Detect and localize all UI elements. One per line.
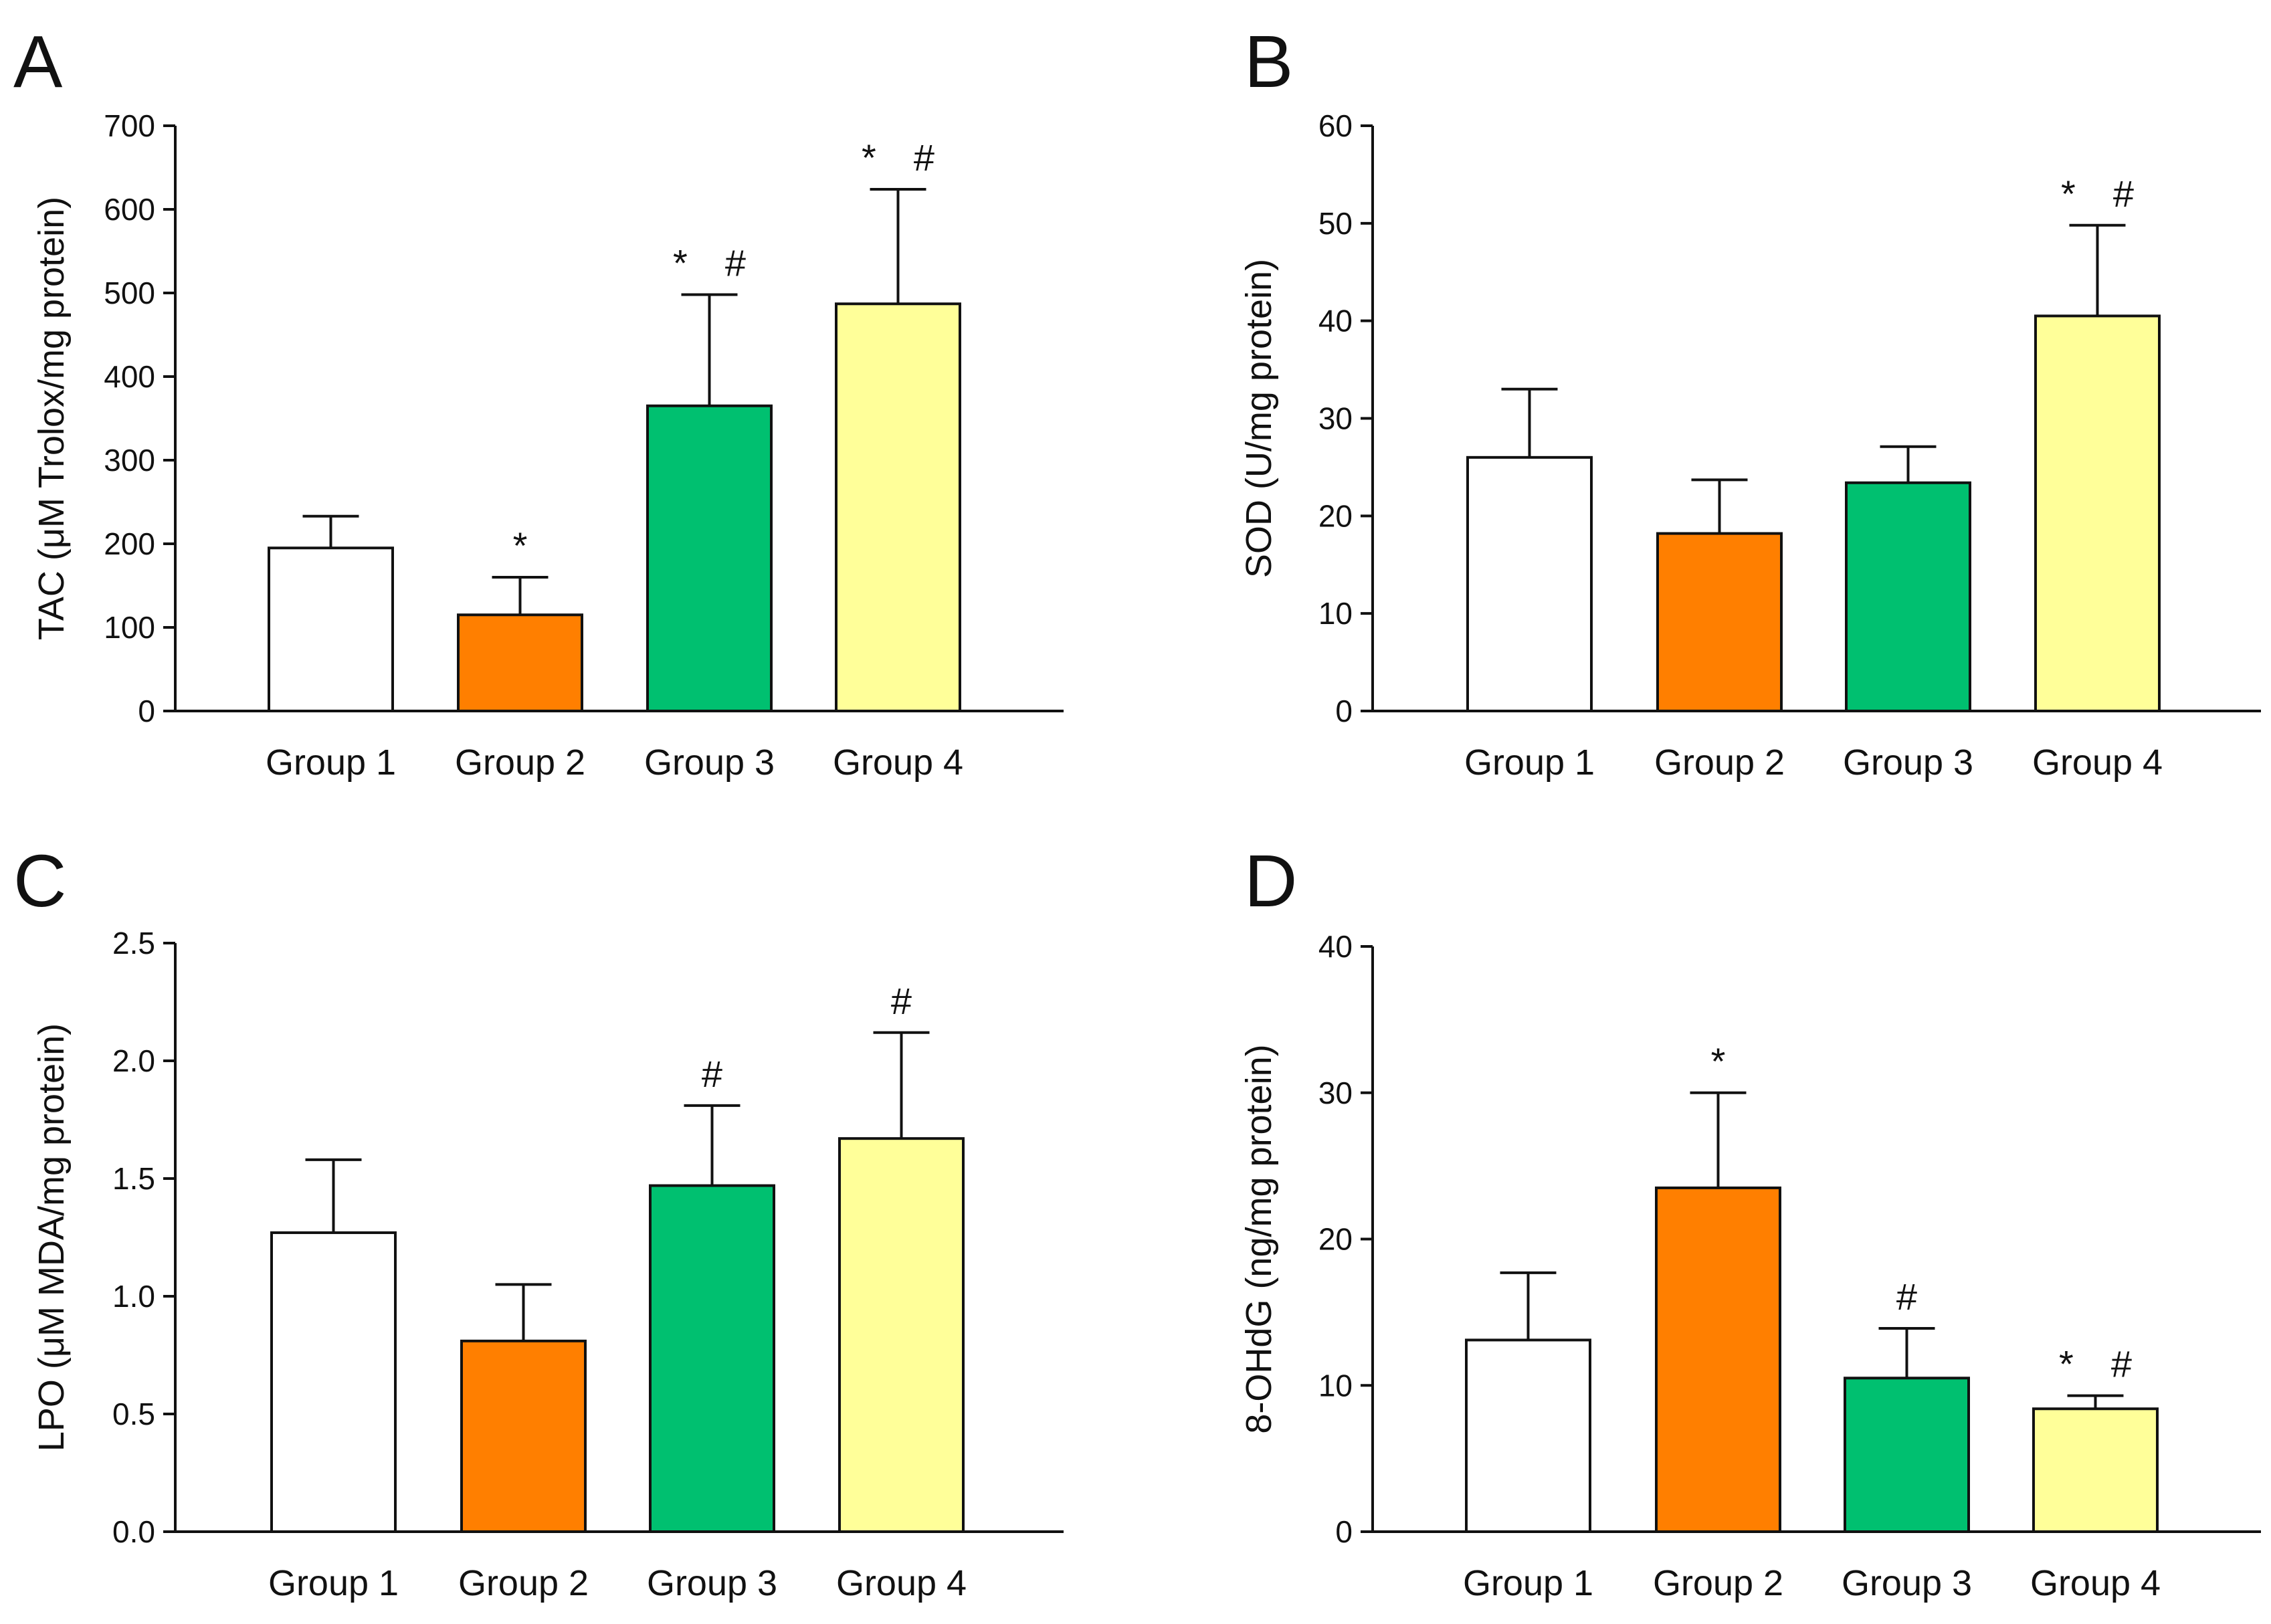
significance-marker: * #	[673, 242, 746, 284]
y-axis-title: TAC (μM Trolox/mg protein)	[31, 197, 72, 640]
y-tick-label: 50	[1318, 206, 1353, 241]
bar-group-1	[1465, 1338, 1591, 1533]
y-tick-label: 20	[1318, 1222, 1353, 1257]
y-tick-label: 100	[104, 610, 155, 645]
y-tick-label: 0.5	[112, 1397, 155, 1431]
panel-letter: D	[1244, 840, 1297, 922]
bar-group-1	[268, 546, 394, 712]
x-tick-label: Group 2	[1653, 1563, 1783, 1603]
significance-marker: * #	[2059, 1343, 2132, 1385]
bar-group-2	[1656, 532, 1783, 712]
bar-group-2	[1655, 1186, 1781, 1533]
x-tick-label: Group 3	[1843, 742, 1973, 783]
significance-marker: *	[513, 524, 528, 567]
y-tick-label: 300	[104, 443, 155, 478]
x-tick-label: Group 1	[1464, 742, 1595, 783]
y-axis-title: 8-OHdG (ng/mg protein)	[1239, 1044, 1279, 1433]
y-tick-label: 2.5	[112, 926, 155, 960]
bar-group-3	[1845, 481, 1971, 712]
bar-group-2	[460, 1339, 587, 1533]
bar-group-4	[835, 302, 961, 712]
bar-group-3	[649, 1184, 775, 1534]
bar-group-1	[270, 1231, 397, 1533]
x-tick-label: Group 2	[1654, 742, 1785, 783]
y-tick-label: 0	[1335, 694, 1353, 728]
y-tick-label: 30	[1318, 1076, 1353, 1110]
y-tick-label: 200	[104, 526, 155, 561]
y-tick-label: 1.5	[112, 1161, 155, 1196]
bar-group-4	[2032, 1407, 2159, 1533]
x-tick-label: Group 1	[266, 742, 396, 783]
y-tick-label: 0	[138, 694, 155, 728]
bar-group-2	[457, 613, 583, 712]
y-tick-label: 600	[104, 192, 155, 227]
significance-marker: * #	[862, 136, 934, 179]
x-tick-label: Group 2	[455, 742, 585, 783]
chart-panel-d: D 0 10 20 30 40 8-OHdG (ng/mg protein) Group 1 *…	[1239, 840, 2261, 1603]
bar-group-3	[646, 404, 773, 712]
x-tick-label: Group 1	[268, 1563, 399, 1603]
y-tick-label: 40	[1318, 304, 1353, 338]
y-tick-label: 2.0	[112, 1043, 155, 1078]
panel-letter: B	[1244, 21, 1293, 103]
y-tick-label: 10	[1318, 596, 1353, 631]
x-tick-label: Group 4	[2032, 742, 2163, 783]
bar-group-1	[1466, 455, 1593, 712]
y-tick-label: 20	[1318, 498, 1353, 533]
x-tick-label: Group 2	[458, 1563, 589, 1603]
y-tick-label: 10	[1318, 1368, 1353, 1403]
significance-marker: #	[891, 980, 912, 1022]
chart-panel-a: A 0 100 200 300 400 500 600 700 TAC (μM Trolox/mg…	[13, 21, 1064, 783]
y-tick-label: 0.0	[112, 1514, 155, 1549]
y-tick-label: 500	[104, 276, 155, 310]
y-tick-label: 30	[1318, 401, 1353, 436]
significance-marker: * #	[2061, 173, 2134, 215]
y-tick-label: 1.0	[112, 1279, 155, 1314]
panel-letter: C	[13, 840, 66, 922]
x-tick-label: Group 3	[1842, 1563, 1972, 1603]
x-tick-label: Group 4	[833, 742, 963, 783]
significance-marker: #	[1896, 1276, 1917, 1318]
significance-marker: *	[1711, 1040, 1726, 1082]
panel-letter: A	[13, 21, 63, 103]
y-tick-label: 400	[104, 359, 155, 394]
x-tick-label: Group 1	[1463, 1563, 1593, 1603]
chart-panel-c: C 0.0 0.5 1.0 1.5 2.0 2.5 LPO (μM MDA/mg protei…	[13, 840, 1064, 1603]
y-axis-title: LPO (μM MDA/mg protein)	[31, 1023, 72, 1451]
y-tick-label: 60	[1318, 108, 1353, 143]
x-tick-label: Group 3	[647, 1563, 777, 1603]
bar-group-4	[2034, 314, 2161, 712]
y-tick-label: 40	[1318, 929, 1353, 964]
bar-group-4	[838, 1137, 965, 1534]
y-tick-label: 0	[1335, 1514, 1353, 1549]
significance-marker: #	[702, 1053, 722, 1095]
chart-panel-b: B 0 10 20 30 40 50 60 SOD (U/mg protein) Group 1 G…	[1239, 21, 2261, 783]
x-tick-label: Group 4	[2030, 1563, 2161, 1603]
y-axis-title: SOD (U/mg protein)	[1239, 259, 1279, 578]
bar-group-3	[1844, 1377, 1970, 1533]
x-tick-label: Group 3	[644, 742, 775, 783]
y-tick-label: 700	[104, 108, 155, 143]
x-tick-label: Group 4	[836, 1563, 967, 1603]
